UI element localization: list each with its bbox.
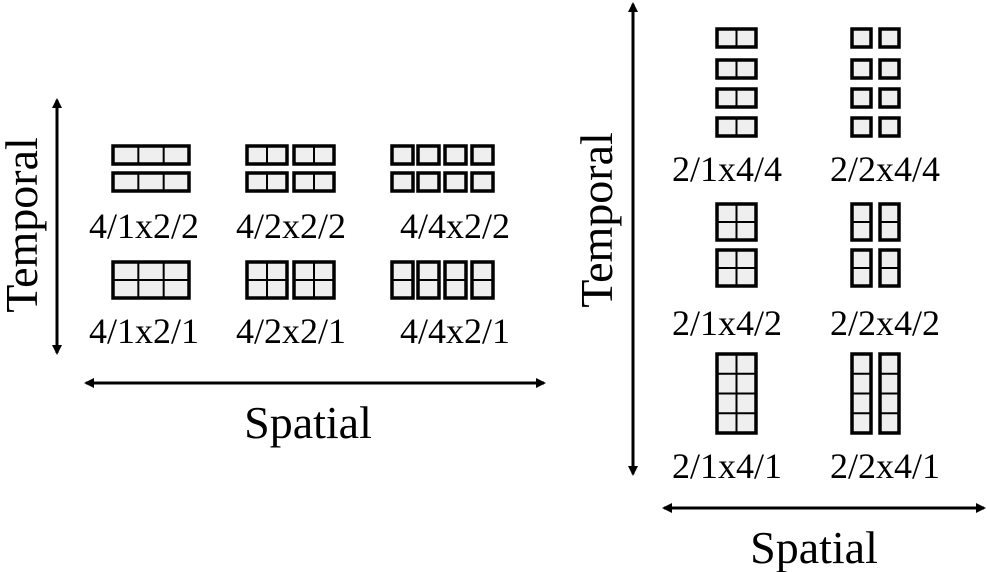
config-label-2-1x4-4: 2/1x4/4 (671, 149, 783, 189)
right-spatial-axis-label: Spatial (750, 522, 878, 572)
partition-block (292, 260, 336, 300)
config-label-4-4x2-2: 4/4x2/2 (399, 206, 511, 246)
partition-block (292, 144, 336, 166)
config-label-2-2x4-2: 2/2x4/2 (829, 303, 941, 343)
partition-block (850, 27, 873, 49)
partition-block (111, 171, 191, 193)
config-label-4-2x2-1: 4/2x2/1 (235, 311, 347, 351)
left-temporal-axis-label: Temporal (0, 137, 47, 313)
partition-block (245, 171, 289, 193)
partition-block (715, 58, 758, 80)
partition-block (715, 116, 758, 138)
partition-block (390, 144, 415, 166)
partition-block (390, 171, 415, 193)
partition-block (878, 87, 901, 109)
partition-block (850, 248, 873, 288)
partition-block (878, 352, 901, 435)
icon-2-2x4-4 (850, 27, 901, 138)
partition-block (878, 116, 901, 138)
icon-4-1x2-1 (111, 260, 191, 300)
partition-block (715, 87, 758, 109)
partition-block (470, 171, 495, 193)
icon-4-4x2-2 (390, 144, 495, 193)
partition-icons (111, 27, 901, 435)
partition-block (878, 27, 901, 49)
config-label-2-2x4-4: 2/2x4/4 (829, 149, 941, 189)
config-label-4-2x2-2: 4/2x2/2 (235, 206, 347, 246)
config-label-2-1x4-2: 2/1x4/2 (671, 303, 783, 343)
partition-block (878, 58, 901, 80)
partition-block (111, 144, 191, 166)
partition-block (715, 248, 758, 288)
partition-block (390, 260, 415, 300)
partition-block (111, 260, 191, 300)
config-label-4-4x2-1: 4/4x2/1 (399, 311, 511, 351)
icon-2-1x4-4 (715, 27, 758, 138)
partition-block (850, 352, 873, 435)
partition-block (443, 260, 468, 300)
icon-2-1x4-1 (715, 352, 758, 435)
partition-block (443, 171, 468, 193)
config-label-4-1x2-2: 4/1x2/2 (88, 206, 200, 246)
config-label-2-1x4-1: 2/1x4/1 (671, 446, 783, 486)
partition-block (715, 27, 758, 49)
partition-block (470, 260, 495, 300)
partition-block (470, 144, 495, 166)
icon-4-1x2-2 (111, 144, 191, 193)
icon-4-2x2-1 (245, 260, 336, 300)
partition-block (245, 144, 289, 166)
icon-4-2x2-2 (245, 144, 336, 193)
partition-block (443, 144, 468, 166)
partition-block (850, 116, 873, 138)
partition-block (850, 202, 873, 242)
left-spatial-axis-label: Spatial (244, 397, 372, 448)
partition-block (245, 260, 289, 300)
partition-block (292, 171, 336, 193)
icon-4-4x2-1 (390, 260, 495, 300)
icon-2-2x4-1 (850, 352, 901, 435)
partition-block (416, 144, 441, 166)
icon-2-1x4-2 (715, 202, 758, 288)
partition-block (715, 202, 758, 242)
partition-block (878, 202, 901, 242)
config-label-2-2x4-1: 2/2x4/1 (829, 446, 941, 486)
partition-block (878, 248, 901, 288)
icon-2-2x4-2 (850, 202, 901, 288)
partition-block (416, 260, 441, 300)
partition-block (850, 58, 873, 80)
right-temporal-axis-label: Temporal (571, 132, 622, 308)
partition-block (850, 87, 873, 109)
config-label-4-1x2-1: 4/1x2/1 (88, 311, 200, 351)
partition-block (416, 171, 441, 193)
partition-block (715, 352, 758, 435)
